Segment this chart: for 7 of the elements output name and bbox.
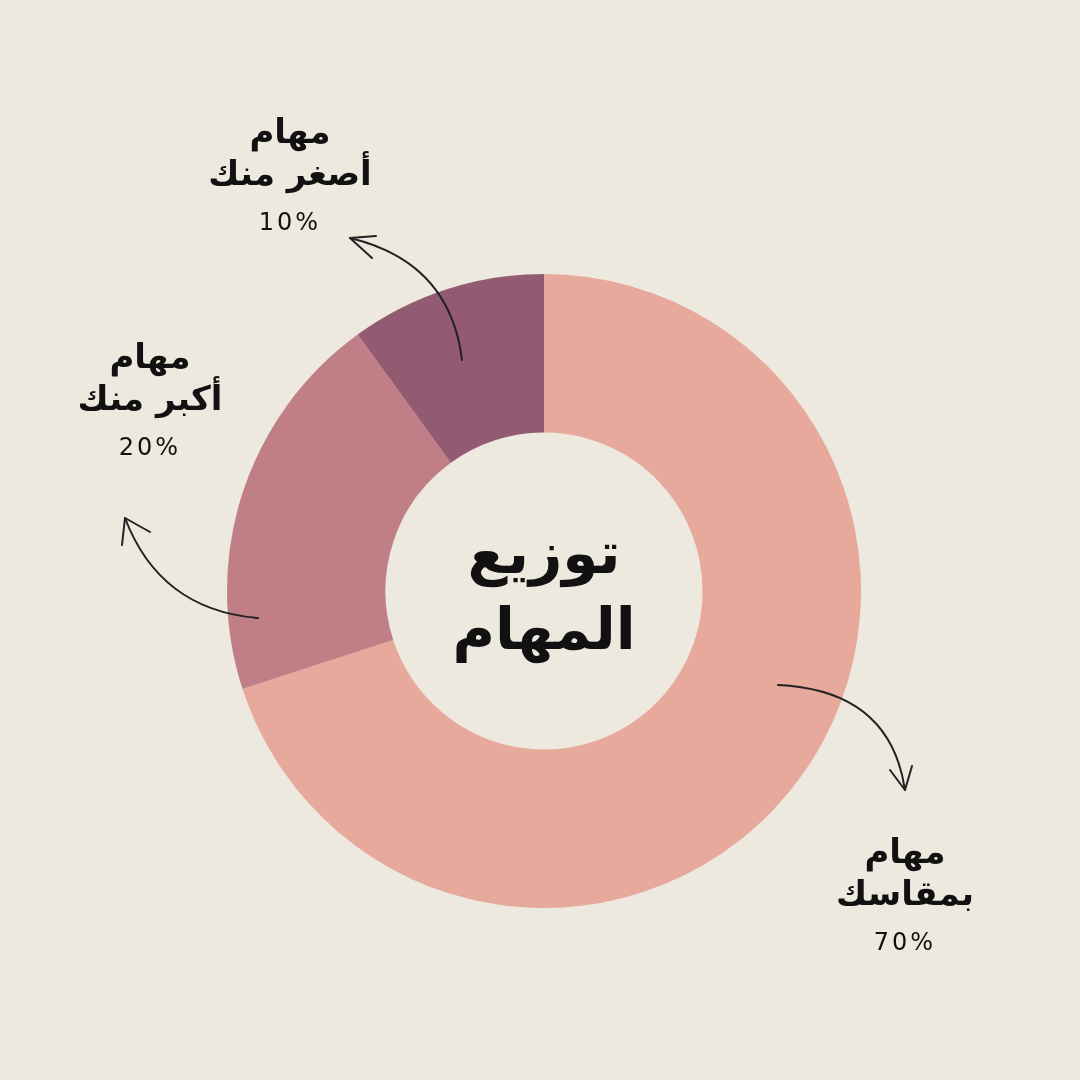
data-label: 10% — [257, 208, 323, 236]
text: توزيع المهام — [452, 518, 636, 666]
data-label: 20% — [117, 433, 183, 461]
slice-label: مهام أصغر منك — [208, 110, 372, 194]
slice-label: مهام أكبر منك — [77, 335, 223, 419]
slice-label: مهام بمقاسك — [836, 830, 974, 914]
data-label: 70% — [872, 928, 938, 956]
